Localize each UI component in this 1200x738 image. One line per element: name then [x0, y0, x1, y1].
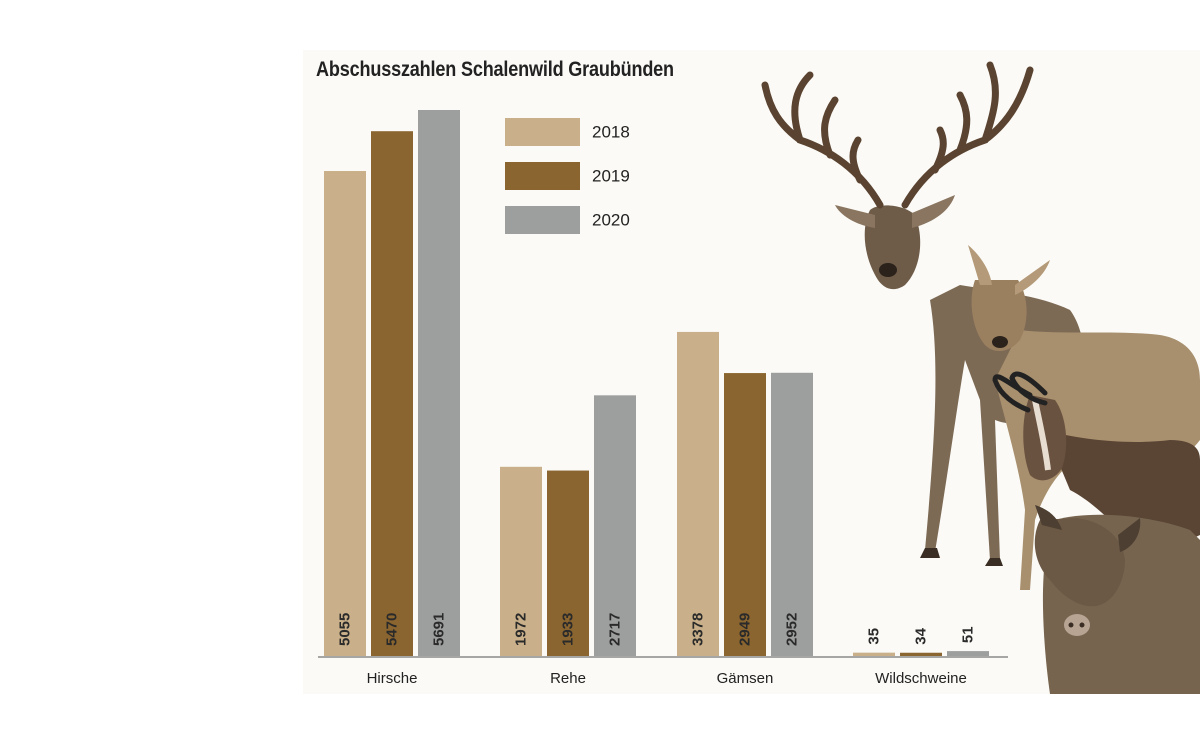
- category-label-rehe: Rehe: [550, 670, 586, 687]
- value-labels-layer: 5055 5470 5691 1972 1933 2717 3378 2949 2952 35 34…: [337, 613, 977, 646]
- value-label-wildschweine-2018: 35: [866, 628, 883, 645]
- legend-swatch-2018: [505, 118, 580, 146]
- chart-title: Abschusszahlen Schalenwild Graubünden: [316, 58, 674, 81]
- legend-label-2018: 2018: [592, 123, 630, 142]
- value-label-gämsen-2018: 3378: [690, 613, 707, 646]
- bar-rehe-2020: [594, 395, 636, 656]
- bar-hirsche-2019: [371, 131, 413, 657]
- category-labels-layer: Hirsche Rehe Gämsen Wildschweine: [367, 670, 967, 687]
- category-label-gämsen: Gämsen: [717, 670, 774, 687]
- bar-hirsche-2020: [418, 110, 460, 656]
- bar-wildschweine-2018: [853, 652, 895, 656]
- value-label-hirsche-2020: 5691: [431, 613, 448, 646]
- legend-swatch-2020: [505, 206, 580, 234]
- value-label-rehe-2019: 1933: [560, 613, 577, 646]
- value-label-wildschweine-2019: 34: [913, 627, 930, 644]
- value-label-hirsche-2018: 5055: [337, 613, 354, 646]
- legend-label-2019: 2019: [592, 167, 630, 186]
- legend: 2018 2019 2020: [505, 118, 630, 234]
- legend-swatch-2019: [505, 162, 580, 190]
- bar-wildschweine-2020: [947, 651, 989, 656]
- bar-gämsen-2020: [771, 372, 813, 656]
- legend-label-2020: 2020: [592, 211, 630, 230]
- wild-boar-icon: [1034, 505, 1200, 694]
- value-label-rehe-2018: 1972: [513, 613, 530, 646]
- value-label-rehe-2020: 2717: [607, 613, 624, 646]
- bar-wildschweine-2019: [900, 652, 942, 656]
- bar-hirsche-2018: [324, 171, 366, 657]
- category-label-wildschweine: Wildschweine: [875, 670, 967, 687]
- bar-gämsen-2019: [724, 373, 766, 656]
- bar-gämsen-2018: [677, 331, 719, 656]
- value-label-hirsche-2019: 5470: [384, 613, 401, 646]
- category-label-hirsche: Hirsche: [367, 670, 418, 687]
- chamois-icon: [992, 371, 1200, 543]
- bar-rehe-2018: [500, 466, 542, 656]
- bar-rehe-2019: [547, 470, 589, 656]
- value-label-wildschweine-2020: 51: [960, 626, 977, 643]
- bars-layer: [324, 110, 989, 657]
- value-label-gämsen-2019: 2949: [737, 613, 754, 646]
- value-label-gämsen-2020: 2952: [784, 613, 801, 646]
